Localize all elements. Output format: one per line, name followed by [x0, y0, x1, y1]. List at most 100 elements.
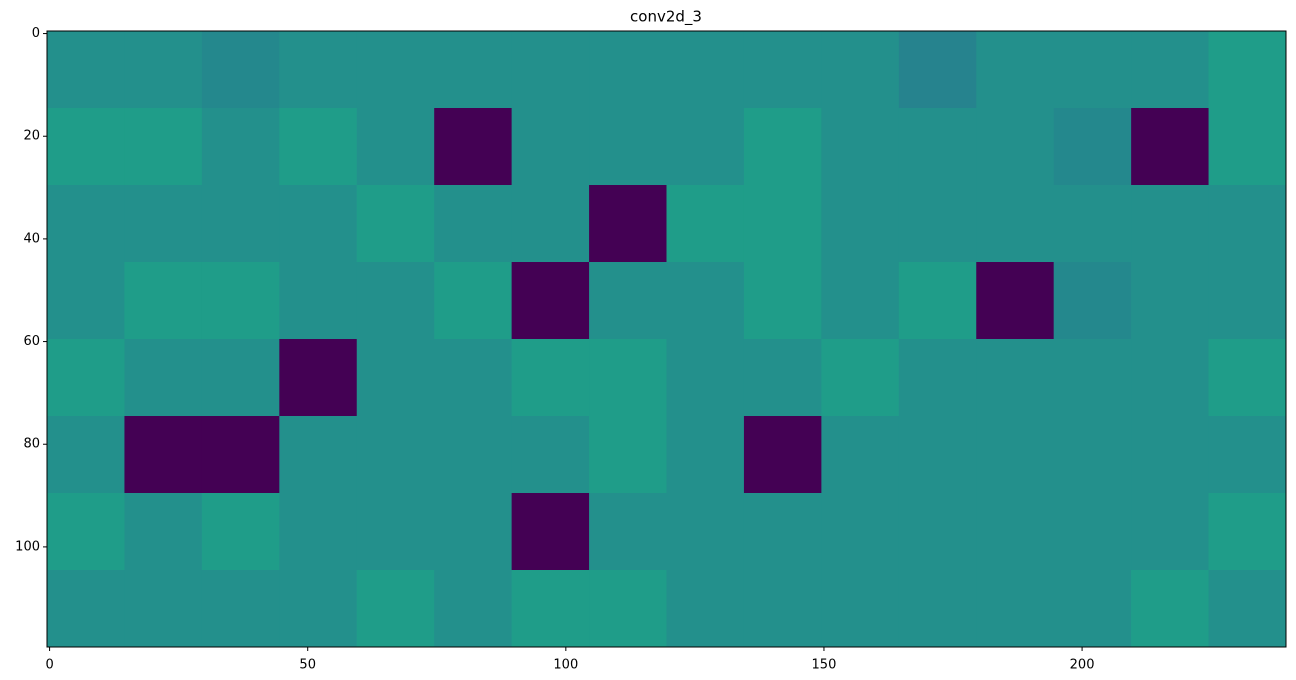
tile — [1208, 262, 1287, 340]
y-tick-label: 20 — [23, 129, 40, 144]
tile — [1131, 108, 1210, 186]
tile — [743, 339, 822, 417]
tile — [201, 570, 280, 648]
tile — [821, 416, 900, 494]
tile — [898, 185, 977, 263]
tile — [47, 108, 125, 186]
tile — [1131, 185, 1210, 263]
chart-title: conv2d_3 — [630, 8, 702, 27]
tile — [821, 185, 900, 263]
tile — [1208, 570, 1287, 648]
tile — [1208, 339, 1287, 417]
tile — [976, 108, 1055, 186]
tile — [666, 339, 745, 417]
tile — [666, 493, 745, 571]
tile — [201, 108, 280, 186]
y-tick-label: 0 — [32, 26, 40, 41]
tile — [1208, 108, 1287, 186]
tile — [511, 570, 590, 648]
x-tick-label: 150 — [812, 658, 837, 673]
tile — [666, 262, 745, 340]
tile — [201, 185, 280, 263]
tile — [434, 108, 513, 186]
tile — [201, 416, 280, 494]
tile — [1053, 570, 1132, 648]
tile — [898, 416, 977, 494]
tile — [356, 416, 435, 494]
tile — [976, 493, 1055, 571]
tile — [743, 416, 822, 494]
tile — [589, 31, 667, 109]
tile — [434, 31, 513, 109]
tile — [279, 570, 358, 648]
tile — [821, 493, 900, 571]
tile — [1208, 493, 1287, 571]
plot-frame — [46, 30, 1287, 648]
tile — [666, 185, 745, 263]
tile — [666, 570, 745, 648]
tile — [434, 185, 513, 263]
tile — [976, 416, 1055, 494]
tile — [47, 339, 125, 417]
tile — [124, 31, 203, 109]
tile — [743, 262, 822, 340]
tile — [743, 570, 822, 648]
tile — [511, 339, 590, 417]
tile — [976, 570, 1055, 648]
tile — [976, 262, 1055, 340]
tile — [356, 185, 435, 263]
y-tick-label: 80 — [23, 437, 40, 452]
tile — [1131, 570, 1210, 648]
tile — [124, 262, 203, 340]
tile — [1053, 339, 1132, 417]
tile — [47, 185, 125, 263]
tile — [47, 31, 125, 109]
tile — [511, 185, 590, 263]
tile — [279, 262, 358, 340]
tile — [47, 493, 125, 571]
tile — [743, 108, 822, 186]
x-tick-label: 200 — [1070, 658, 1095, 673]
tile — [201, 493, 280, 571]
tile — [434, 416, 513, 494]
tile — [124, 185, 203, 263]
tile — [589, 108, 667, 186]
tile — [434, 570, 513, 648]
tile — [124, 416, 203, 494]
tile — [279, 416, 358, 494]
tile — [201, 262, 280, 340]
tile — [666, 108, 745, 186]
tile — [124, 570, 203, 648]
tile — [279, 31, 358, 109]
tile — [589, 339, 667, 417]
tile — [1131, 31, 1210, 109]
tile — [898, 339, 977, 417]
tile — [589, 570, 667, 648]
tile — [821, 570, 900, 648]
tile — [898, 493, 977, 571]
tile — [124, 493, 203, 571]
tile — [47, 570, 125, 648]
tile — [743, 493, 822, 571]
y-tick-label: 40 — [23, 231, 40, 246]
tile — [1131, 339, 1210, 417]
tile — [511, 416, 590, 494]
tile — [1053, 185, 1132, 263]
tile — [434, 493, 513, 571]
tile — [124, 339, 203, 417]
tile — [356, 262, 435, 340]
tile — [356, 493, 435, 571]
tile — [201, 31, 280, 109]
y-tick-label: 100 — [15, 539, 40, 554]
tile — [279, 339, 358, 417]
x-tick-label: 100 — [553, 658, 578, 673]
tile — [1131, 416, 1210, 494]
tile — [47, 416, 125, 494]
y-tick-label: 60 — [23, 334, 40, 349]
tile — [124, 108, 203, 186]
tile — [589, 185, 667, 263]
tile — [279, 108, 358, 186]
tile — [666, 31, 745, 109]
tile — [201, 339, 280, 417]
